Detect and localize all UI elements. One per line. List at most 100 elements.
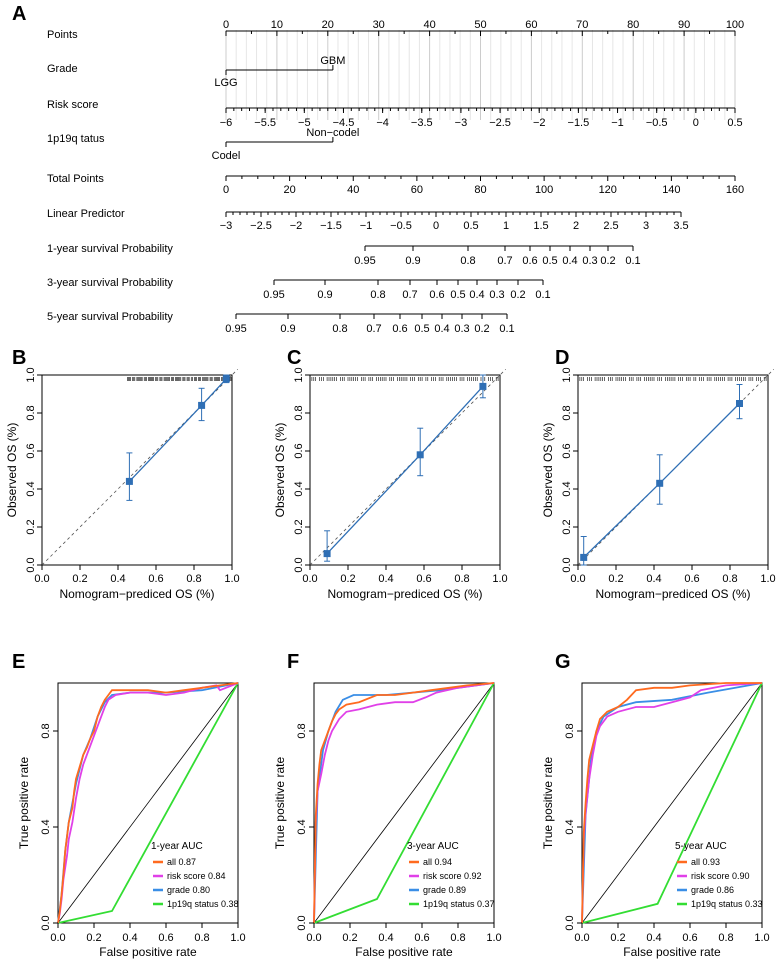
chance-diagonal [57, 682, 239, 924]
total-points-tick-label: 40 [347, 184, 359, 196]
calibration-point [222, 375, 230, 383]
nomogram-row-label: 1p19q tatus [47, 133, 105, 145]
survival-tick-label: 0.95 [354, 255, 375, 267]
points-tick-label: 70 [576, 19, 588, 31]
x-tick-label: 0.4 [122, 932, 137, 944]
survival-tick-label: 0.95 [263, 289, 284, 301]
calibration-plot-frame [41, 374, 233, 566]
calibration-point [736, 400, 743, 407]
nomogram-row-label: Total Points [47, 173, 104, 185]
x-axis-title: Nomogram−prediced OS (%) [327, 587, 482, 601]
survival-tick-label: 0.6 [522, 255, 537, 267]
legend-entry: risk score 0.90 [691, 871, 750, 881]
risk-score-tick-label: −1.5 [568, 117, 590, 129]
survival-tick-label: 0.7 [402, 289, 417, 301]
roc-plot-frame [313, 682, 495, 924]
nomogram-row-label: Grade [47, 63, 78, 75]
y-tick-label: 0.0 [293, 557, 305, 572]
points-tick-label: 60 [525, 19, 537, 31]
x-tick-label: 1.0 [230, 932, 245, 944]
roc-curve-risk-score [313, 682, 495, 924]
x-tick-label: 1.0 [754, 932, 769, 944]
y-tick-label: 0.0 [25, 557, 37, 572]
panel-label-e: E [12, 651, 25, 673]
survival-tick-label: 0.9 [317, 289, 332, 301]
codel-level-label: Codel [212, 150, 241, 162]
risk-score-tick-label: −4.5 [333, 117, 355, 129]
y-tick-label: 0.2 [293, 519, 305, 534]
x-tick-label: 0.8 [450, 932, 465, 944]
points-tick-label: 0 [223, 19, 229, 31]
y-tick-label: 0.0 [564, 915, 576, 930]
x-tick-label: 0.6 [414, 932, 429, 944]
legend-entry: 1p19q status 0.33 [691, 899, 763, 909]
risk-score-tick-label: −1 [611, 117, 624, 129]
nomogram-row-label: 5-year survival Probability [47, 311, 173, 323]
linear-predictor-tick-label: −2.5 [250, 220, 272, 232]
calibration-point [479, 382, 487, 390]
x-tick-label: 0.6 [682, 932, 697, 944]
linear-predictor-tick-label: −3 [220, 220, 233, 232]
x-tick-label: 0.8 [186, 573, 201, 585]
linear-predictor-tick-label: 3 [643, 220, 649, 232]
legend-entry: risk score 0.84 [167, 871, 226, 881]
y-axis-title: Observed OS (%) [5, 423, 19, 518]
survival-tick-label: 0.4 [469, 289, 484, 301]
linear-predictor-tick-label: 3.5 [673, 220, 688, 232]
y-tick-label: 0.4 [561, 481, 573, 496]
legend-entry: 1p19q status 0.37 [423, 899, 495, 909]
y-tick-label: 0.8 [293, 405, 305, 420]
x-tick-label: 0.6 [158, 932, 173, 944]
survival-tick-label: 0.2 [474, 323, 489, 335]
risk-score-tick-label: −6 [220, 117, 233, 129]
y-tick-label: 0.8 [564, 723, 576, 738]
calibration-point [323, 550, 331, 558]
calibration-plot-frame [577, 374, 769, 566]
x-tick-label: 0.2 [610, 932, 625, 944]
y-tick-label: 0.8 [25, 405, 37, 420]
panel-label-g: G [555, 651, 571, 673]
y-tick-label: 0.0 [561, 557, 573, 572]
x-axis-title: False positive rate [623, 945, 721, 959]
panel-label-b: B [12, 347, 26, 369]
legend-entry: 1p19q status 0.38 [167, 899, 239, 909]
nomogram-row-label: Linear Predictor [47, 208, 125, 220]
y-tick-label: 0.2 [25, 519, 37, 534]
y-tick-label: 0.6 [561, 443, 573, 458]
y-tick-label: 0.0 [296, 915, 308, 930]
y-axis-title: True positive rate [273, 757, 287, 850]
panel-label-a: A [12, 3, 26, 25]
linear-predictor-tick-label: 1 [503, 220, 509, 232]
y-axis-title: Observed OS (%) [273, 423, 287, 518]
x-tick-label: 0.8 [194, 932, 209, 944]
total-points-tick-label: 80 [474, 184, 486, 196]
x-tick-label: 0.8 [722, 573, 737, 585]
y-tick-label: 0.0 [40, 915, 52, 930]
risk-score-tick-label: 0.5 [727, 117, 742, 129]
x-tick-label: 0.6 [148, 573, 163, 585]
x-tick-label: 0.0 [570, 573, 585, 585]
survival-tick-label: 0.95 [225, 323, 246, 335]
chance-diagonal [581, 682, 763, 924]
y-tick-label: 1.0 [293, 367, 305, 382]
total-points-tick-label: 20 [284, 184, 296, 196]
points-tick-label: 40 [423, 19, 435, 31]
nomogram-row-label: Points [47, 29, 78, 41]
y-tick-label: 0.6 [25, 443, 37, 458]
y-tick-label: 0.4 [564, 819, 576, 834]
x-tick-label: 1.0 [486, 932, 501, 944]
survival-tick-label: 0.8 [460, 255, 475, 267]
x-axis-title: False positive rate [99, 945, 197, 959]
total-points-tick-label: 60 [411, 184, 423, 196]
linear-predictor-tick-label: 0.5 [463, 220, 478, 232]
x-tick-label: 0.0 [302, 573, 317, 585]
points-tick-label: 30 [373, 19, 385, 31]
linear-predictor-tick-label: 2.5 [603, 220, 618, 232]
y-tick-label: 0.4 [293, 481, 305, 496]
calibration-point [198, 401, 206, 409]
grade-level-label: GBM [320, 55, 345, 67]
points-tick-label: 90 [678, 19, 690, 31]
survival-tick-label: 0.6 [392, 323, 407, 335]
roc-curve-risk-score [57, 682, 239, 924]
